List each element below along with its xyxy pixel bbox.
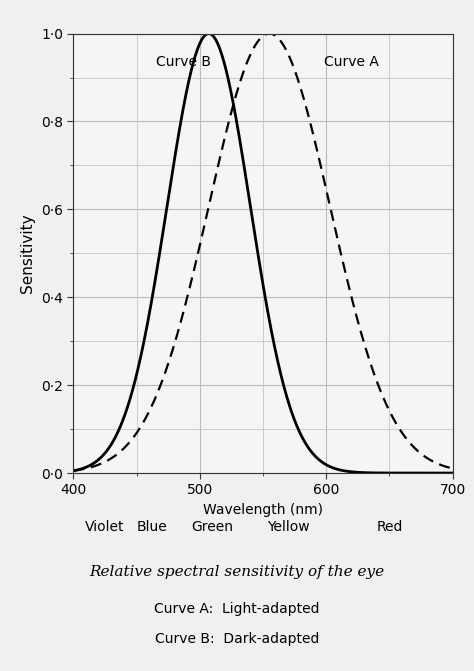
Text: Curve A:  Light-adapted: Curve A: Light-adapted	[154, 603, 320, 616]
Text: Violet: Violet	[85, 520, 125, 533]
Text: Relative spectral sensitivity of the eye: Relative spectral sensitivity of the eye	[90, 565, 384, 578]
Text: Green: Green	[191, 520, 234, 533]
X-axis label: Wavelength (nm): Wavelength (nm)	[203, 503, 323, 517]
Text: Curve B: Curve B	[156, 55, 211, 69]
Text: Blue: Blue	[137, 520, 167, 533]
Text: Curve B:  Dark-adapted: Curve B: Dark-adapted	[155, 632, 319, 646]
Text: Curve A: Curve A	[324, 55, 379, 69]
Text: Red: Red	[376, 520, 402, 533]
Y-axis label: Sensitivity: Sensitivity	[20, 213, 36, 293]
Text: Yellow: Yellow	[267, 520, 310, 533]
